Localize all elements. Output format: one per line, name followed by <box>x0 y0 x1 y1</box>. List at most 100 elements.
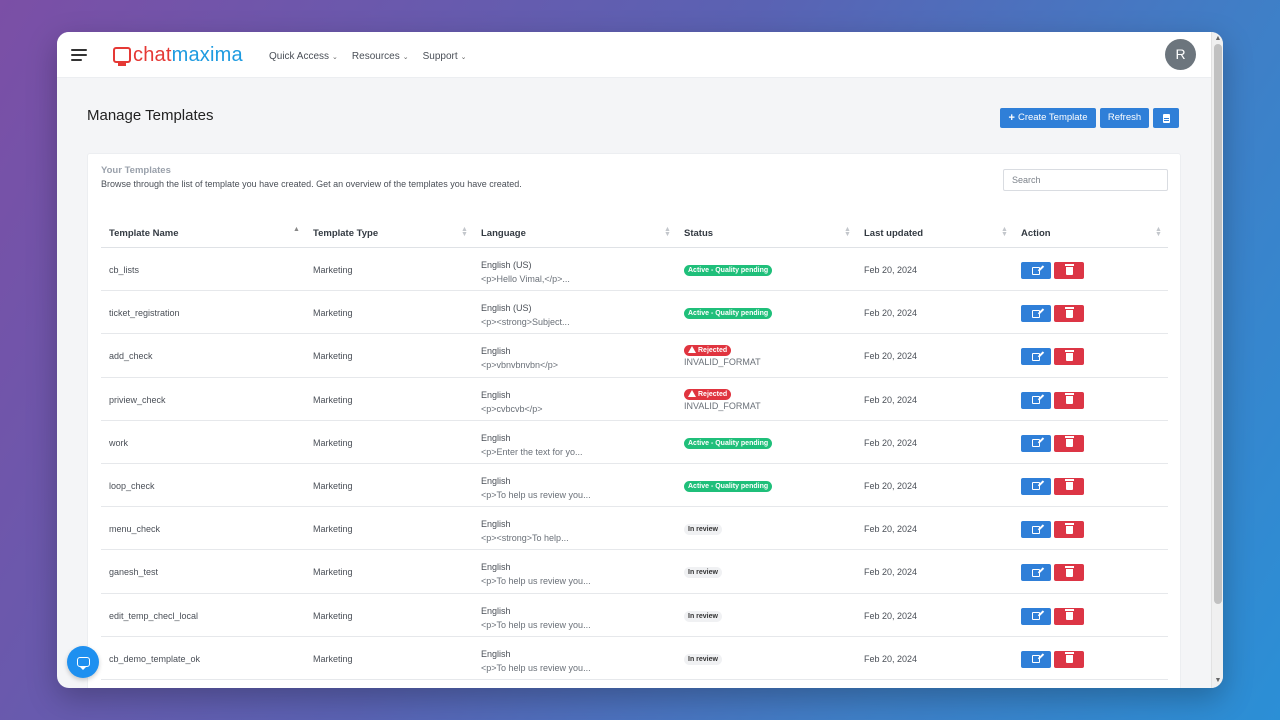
delete-button[interactable] <box>1054 348 1084 366</box>
status-cell: Active - Quality pending <box>684 437 773 449</box>
status-badge: Active - Quality pending <box>684 308 773 320</box>
template-name: add_check <box>109 351 153 362</box>
refresh-button[interactable]: Refresh <box>1100 108 1149 128</box>
warning-icon <box>688 346 696 354</box>
edit-button[interactable] <box>1021 650 1051 668</box>
scrollbar-thumb[interactable] <box>1214 44 1222 604</box>
chevron-down-icon: ⌄ <box>402 53 409 61</box>
last-updated: Feb 20, 2024 <box>864 308 918 319</box>
sort-icon[interactable]: ▲ ▼ <box>844 226 851 238</box>
last-updated: Feb 20, 2024 <box>864 394 918 405</box>
menu-resources[interactable]: Resources ⌄ <box>351 51 409 62</box>
hamburger-icon[interactable] <box>71 49 87 61</box>
top-navbar: chatmaxima Quick Access ⌄ Resources ⌄ Supp… <box>57 32 1211 78</box>
sort-asc-icon[interactable]: ▲ <box>293 226 300 233</box>
trash-icon <box>1064 306 1074 318</box>
edit-button[interactable] <box>1021 477 1051 495</box>
header-template-name[interactable]: Template Name <box>109 228 179 239</box>
edit-button[interactable] <box>1021 391 1051 409</box>
table-row: loop_check Marketing English <p>To help us … <box>101 464 1168 508</box>
scroll-down-arrow-icon[interactable]: ▼ <box>1214 677 1222 684</box>
language-cell: English (US) <p>Hello Vimal,</p>... <box>481 258 570 286</box>
delete-button[interactable] <box>1054 650 1084 668</box>
header-template-type[interactable]: Template Type <box>313 228 379 239</box>
template-preview: <p>To help us review you... <box>481 619 591 630</box>
edit-icon <box>1032 439 1040 448</box>
sort-icon[interactable]: ▲ ▼ <box>1001 226 1008 238</box>
menu-quick-access[interactable]: Quick Access ⌄ <box>269 51 338 62</box>
delete-button[interactable] <box>1054 391 1084 409</box>
edit-icon <box>1032 396 1040 405</box>
delete-button[interactable] <box>1054 564 1084 582</box>
sort-icon[interactable]: ▲ ▼ <box>1155 226 1162 238</box>
language-name: English <box>481 346 511 357</box>
language-name: English (US) <box>481 303 532 314</box>
table-row: edit_temp_checl_local Marketing English <p>… <box>101 594 1168 637</box>
sort-icon[interactable]: ▲ ▼ <box>664 226 671 238</box>
template-preview: <p>To help us review you... <box>481 489 591 500</box>
create-template-button[interactable]: + Create Template <box>1000 108 1096 128</box>
language-name: English <box>481 475 511 486</box>
row-actions <box>1021 434 1084 452</box>
trash-icon <box>1064 522 1074 534</box>
trash-icon <box>1064 263 1074 275</box>
language-cell: English <p>Enter the text for yo... <box>481 431 583 459</box>
sort-icon[interactable]: ▲ ▼ <box>461 226 468 238</box>
template-preview: <p>Hello Vimal,</p>... <box>481 274 570 284</box>
chat-widget-button[interactable] <box>67 646 99 678</box>
template-type: Marketing <box>313 394 353 405</box>
last-updated: Feb 20, 2024 <box>864 610 918 621</box>
status-cell: Rejected INVALID_FORMAT <box>684 343 761 369</box>
header-language[interactable]: Language <box>481 228 526 239</box>
monitor-icon <box>113 47 131 66</box>
edit-button[interactable] <box>1021 348 1051 366</box>
page-actions: + Create Template Refresh <box>1000 108 1179 128</box>
trash-icon <box>1064 393 1074 405</box>
template-preview: <p><strong>Subject... <box>481 317 570 328</box>
table-row: ticket_registration Marketing English (US)… <box>101 291 1168 335</box>
user-avatar[interactable]: R <box>1165 39 1196 70</box>
row-actions <box>1021 607 1084 625</box>
edit-button[interactable] <box>1021 564 1051 582</box>
edit-button[interactable] <box>1021 434 1051 452</box>
template-type: Marketing <box>313 480 353 491</box>
brand-logo[interactable]: chatmaxima <box>113 45 243 66</box>
header-status[interactable]: Status <box>684 228 714 239</box>
plus-icon: + <box>1008 112 1015 124</box>
status-badge: In review <box>684 524 722 536</box>
template-name: work <box>109 437 129 448</box>
card-subtitle: Browse through the list of template you … <box>101 179 522 189</box>
delete-button[interactable] <box>1054 521 1084 539</box>
header-last-updated[interactable]: Last updated <box>864 228 924 239</box>
delete-button[interactable] <box>1054 477 1084 495</box>
language-name: English <box>481 519 511 530</box>
scroll-up-arrow-icon[interactable]: ▲ <box>1214 35 1222 42</box>
template-type: Marketing <box>313 308 353 319</box>
edit-button[interactable] <box>1021 305 1051 323</box>
page-title: Manage Templates <box>87 107 214 124</box>
chat-icon <box>76 657 90 670</box>
menu-support[interactable]: Support ⌄ <box>422 51 467 62</box>
table-row: work Marketing English <p>Enter the text fo… <box>101 421 1168 464</box>
delete-button[interactable] <box>1054 434 1084 452</box>
edit-button[interactable] <box>1021 607 1051 625</box>
last-updated: Feb 20, 2024 <box>864 567 918 578</box>
table-row: cb_demo_template_ok Marketing English <p>To… <box>101 637 1168 680</box>
export-button[interactable] <box>1153 108 1179 128</box>
template-type: Marketing <box>313 653 353 664</box>
status-cell: Active - Quality pending <box>684 264 773 276</box>
edit-button[interactable] <box>1021 262 1051 279</box>
delete-button[interactable] <box>1054 607 1084 625</box>
delete-button[interactable] <box>1054 305 1084 323</box>
templates-card: Your Templates Browse through the list o… <box>87 153 1181 688</box>
vertical-scrollbar[interactable]: ▲ ▼ <box>1211 32 1223 688</box>
status-badge: Rejected <box>684 345 732 357</box>
edit-button[interactable] <box>1021 521 1051 539</box>
search-input[interactable] <box>1003 169 1168 191</box>
row-actions <box>1021 477 1084 495</box>
delete-button[interactable] <box>1054 262 1084 279</box>
template-name: ticket_registration <box>109 308 180 319</box>
last-updated: Feb 20, 2024 <box>864 265 918 275</box>
document-icon <box>1162 113 1170 123</box>
status-cell: Rejected INVALID_FORMAT <box>684 387 761 413</box>
